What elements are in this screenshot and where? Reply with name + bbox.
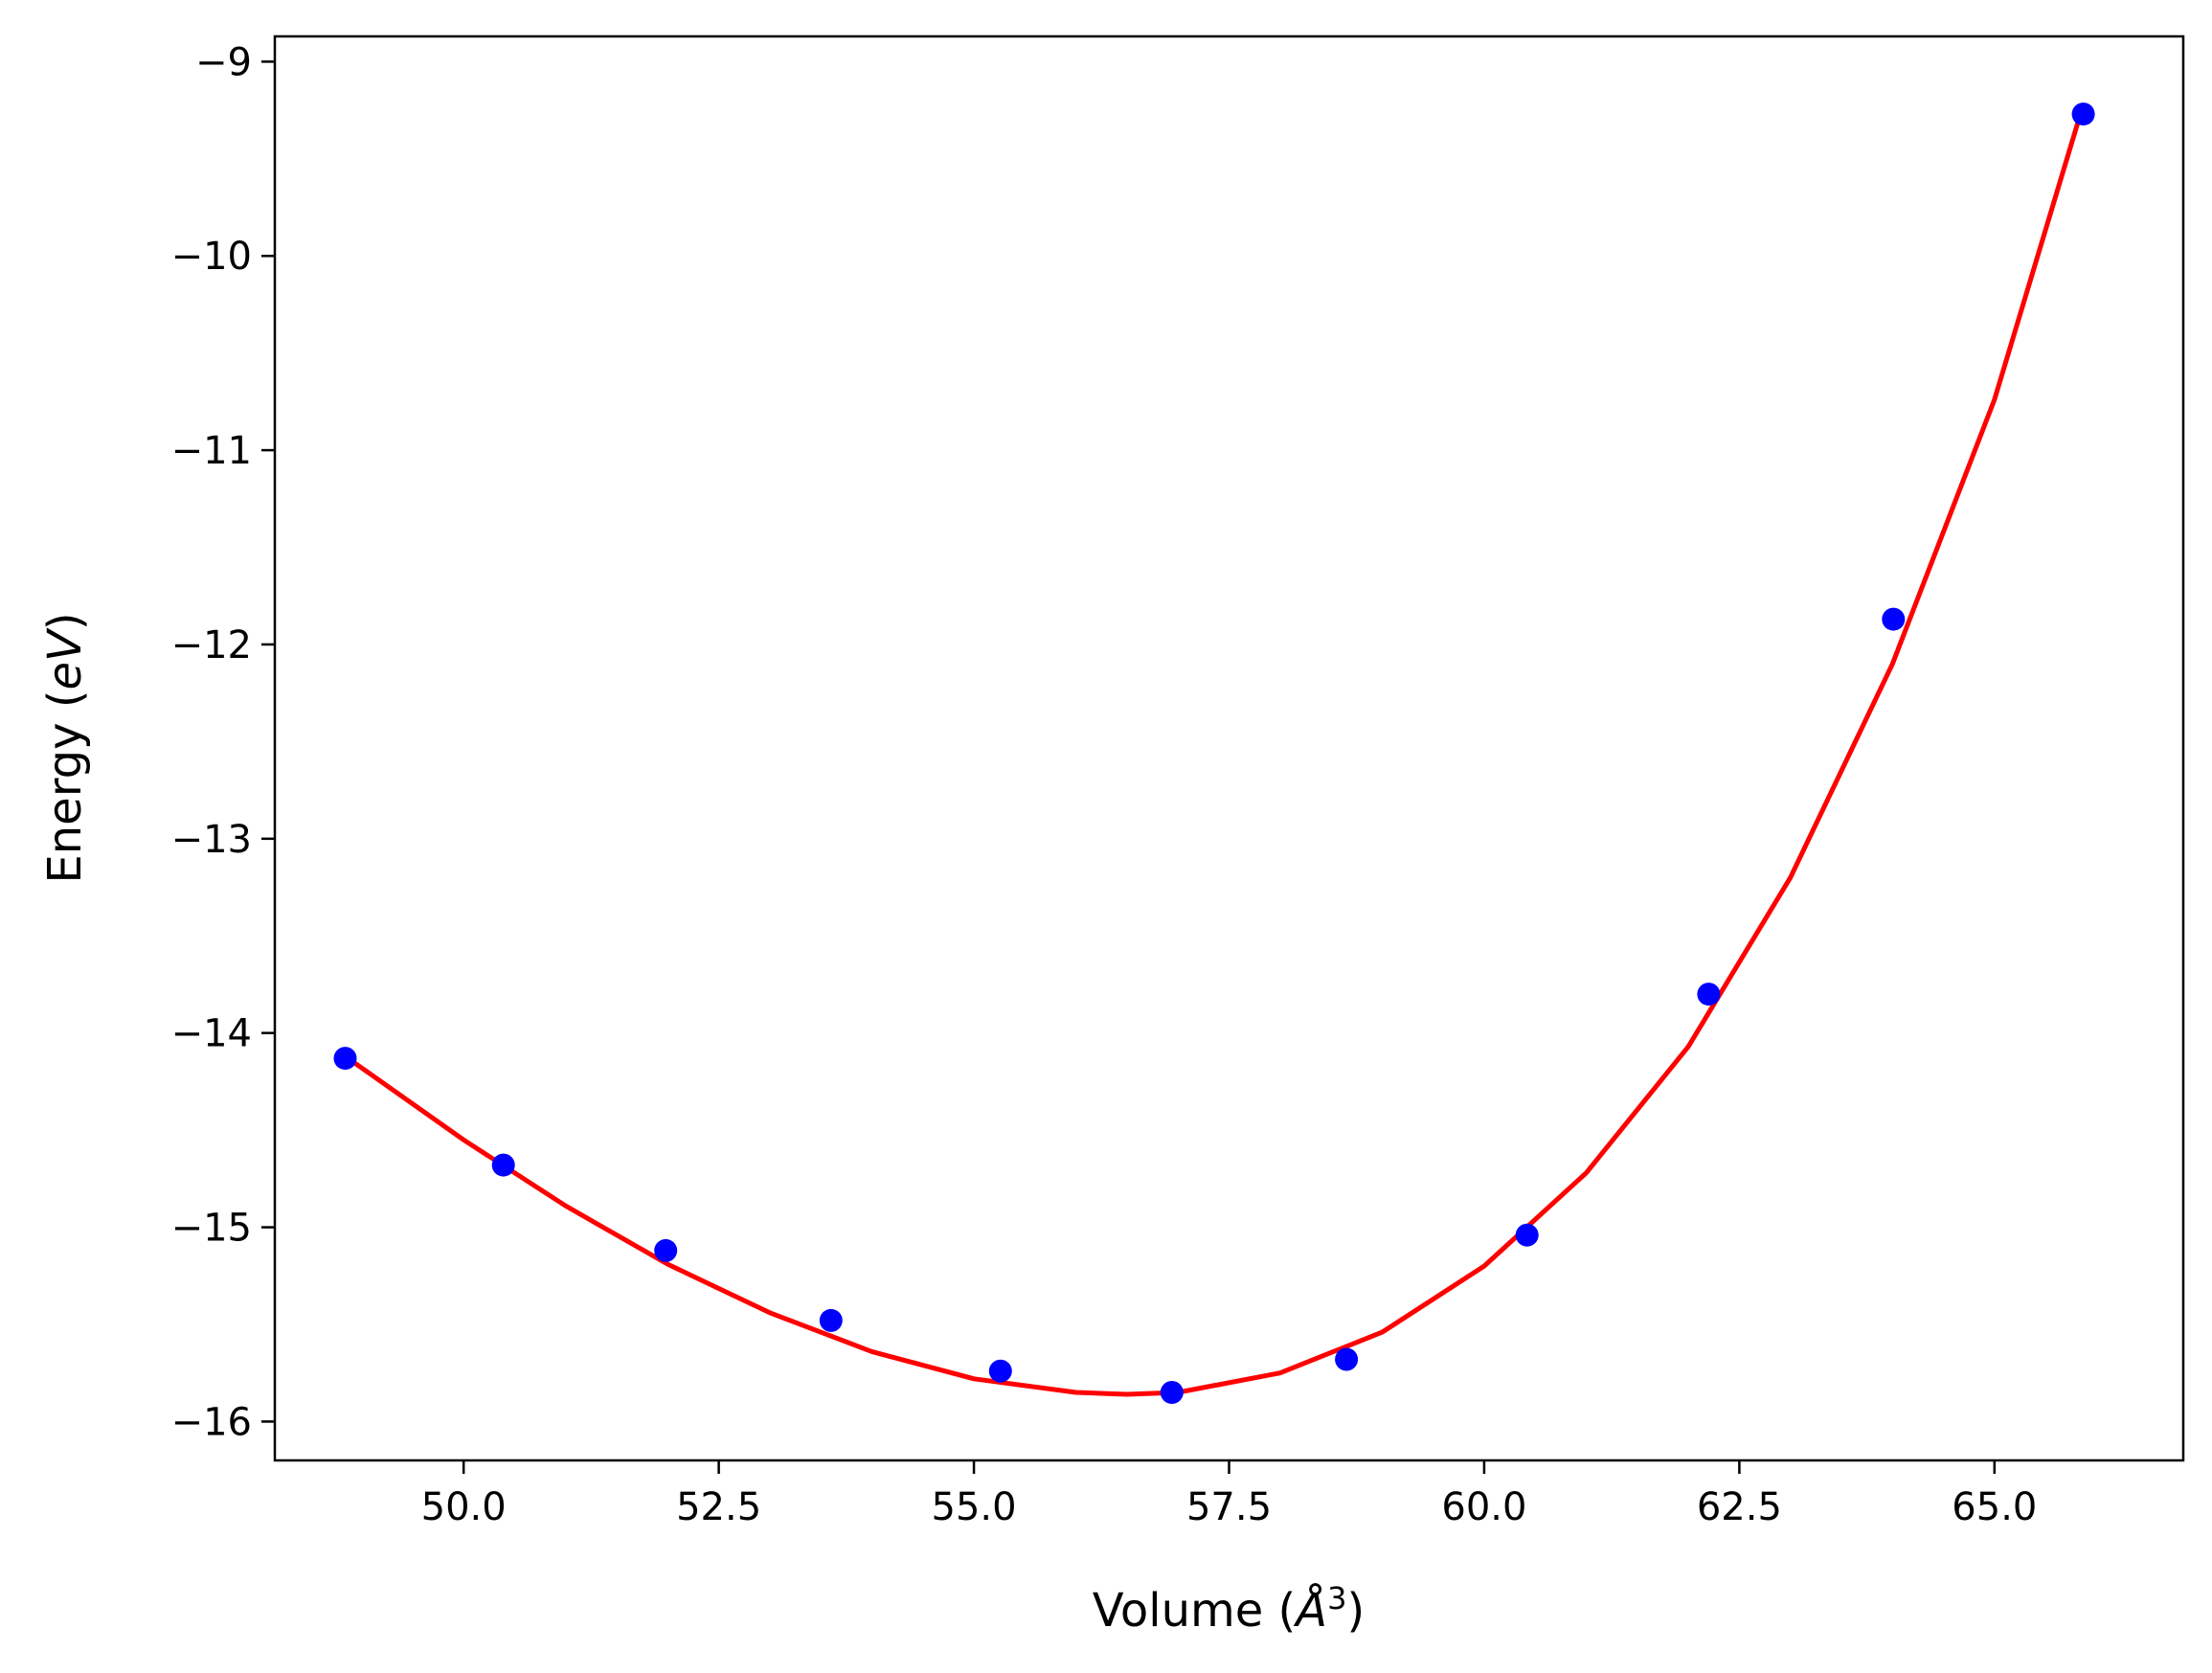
data-points-layer (333, 102, 2095, 1404)
x-tick-label: 60.0 (1441, 1485, 1526, 1529)
y-tick-label: −10 (171, 235, 252, 279)
data-point (654, 1238, 678, 1262)
y-tick-label: −12 (171, 623, 252, 667)
plot-area (275, 36, 2183, 1460)
x-tick-label: 57.5 (1186, 1485, 1272, 1529)
x-tick-label: 52.5 (676, 1485, 761, 1529)
data-point (333, 1047, 357, 1071)
data-point (1882, 607, 1906, 631)
x-axis-label: Volume (Å3) (1093, 1580, 1365, 1638)
x-tick-label: 62.5 (1697, 1485, 1782, 1529)
x-tick-label: 50.0 (421, 1485, 507, 1529)
y-tick-label: −16 (171, 1400, 252, 1444)
data-point (1335, 1347, 1359, 1371)
y-axis-label: Energy (eV) (38, 612, 92, 883)
y-tick-label: −13 (171, 818, 252, 862)
y-tick-label: −15 (171, 1207, 252, 1251)
data-point (819, 1308, 843, 1332)
x-tick-label: 65.0 (1952, 1485, 2037, 1529)
data-point (491, 1153, 515, 1177)
y-tick-label: −11 (171, 429, 252, 473)
data-point (1515, 1223, 1539, 1247)
x-tick-label: 55.0 (932, 1485, 1017, 1529)
data-point (988, 1359, 1012, 1383)
x-axis-ticks: 50.0 52.5 55.0 57.5 60.0 62.5 65.0 (421, 1460, 2037, 1529)
data-point (2071, 102, 2095, 126)
data-point (1160, 1381, 1184, 1404)
y-tick-label: −14 (171, 1012, 252, 1056)
y-tick-label: −9 (195, 40, 252, 84)
data-point (1697, 983, 1721, 1006)
y-axis-ticks: −16 −15 −14 −13 −12 −11 −10 −9 (171, 40, 275, 1444)
